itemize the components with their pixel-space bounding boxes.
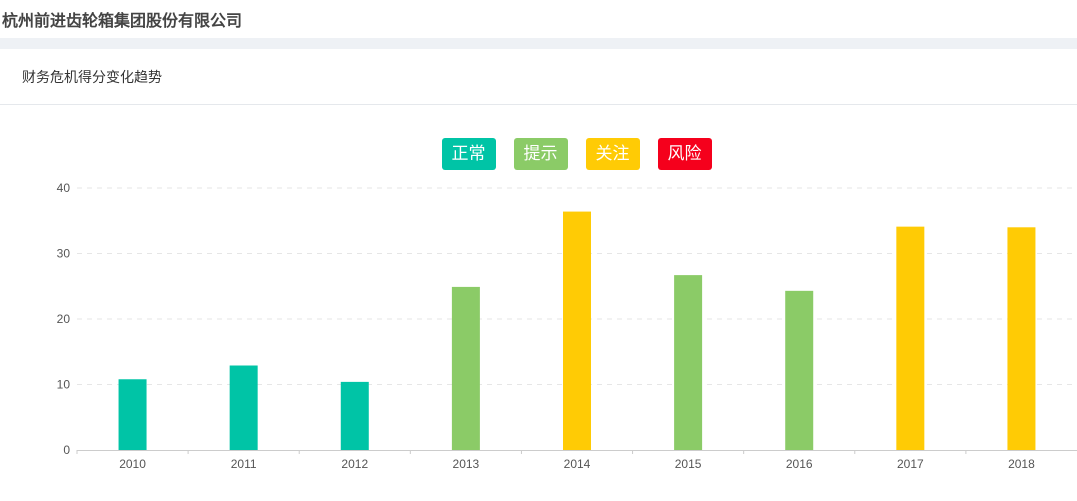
company-name: 杭州前进齿轮箱集团股份有限公司 [0,0,1077,38]
bar-2014 [563,211,591,450]
bar-2018 [1007,227,1036,450]
x-tick-label: 2012 [341,457,368,471]
x-tick-label: 2013 [453,457,480,471]
panel-title: 财务危机得分变化趋势 [0,49,1077,105]
bar-2013 [451,286,480,450]
bar-chart: 0 10 20 30 40 2010 2011 2012 2013 2014 2015 2016 201… [57,181,1077,471]
section-divider [0,38,1077,49]
x-tick-label: 2016 [786,457,813,471]
bar-2010 [118,379,147,450]
legend: 正常 提示 关注 风险 [0,138,1077,170]
legend-item-risk[interactable]: 风险 [657,138,712,170]
bar-2017 [896,226,925,450]
bar-2012 [340,381,369,450]
x-tick-label: 2015 [675,457,702,471]
y-tick-label: 40 [57,181,71,195]
y-tick-label: 10 [57,378,71,392]
x-tick-label: 2010 [119,457,146,471]
y-tick-label: 30 [57,247,71,261]
bar-2011 [229,365,258,450]
y-tick-label: 0 [63,443,70,457]
x-tick-label: 2011 [231,457,257,471]
chart-area: 正常 提示 关注 风险 0 10 20 30 40 2010 2011 2012 2013 201… [0,105,1077,501]
x-tick-label: 2018 [1008,457,1035,471]
legend-item-normal[interactable]: 正常 [441,138,496,170]
bar-2015 [674,275,703,450]
x-tick-label: 2017 [897,457,924,471]
bar-2016 [785,290,814,450]
x-tick-label: 2014 [564,457,591,471]
legend-item-hint[interactable]: 提示 [513,138,568,170]
legend-item-attention[interactable]: 关注 [585,138,640,170]
y-tick-label: 20 [57,312,71,326]
